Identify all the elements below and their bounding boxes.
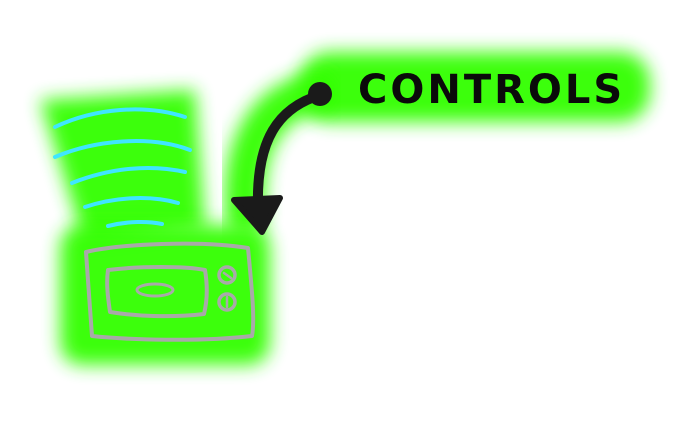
microwave-icon xyxy=(84,241,256,342)
controls-label: CONTROLS xyxy=(358,67,625,113)
curved-arrow-icon xyxy=(231,82,332,235)
signal-waves-icon xyxy=(53,107,192,228)
